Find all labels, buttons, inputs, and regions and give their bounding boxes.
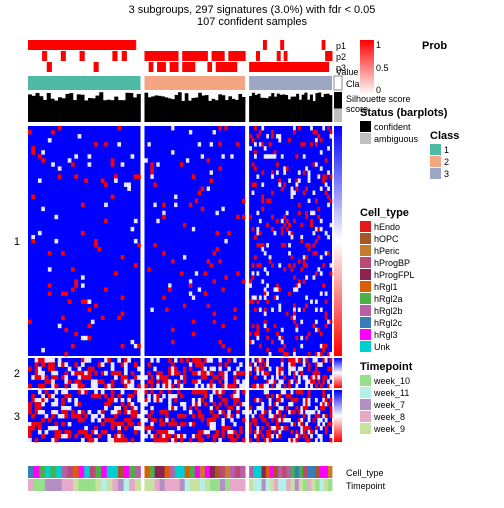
legend-item-timepoint: week_7 xyxy=(360,399,500,410)
legend-panel: Prob10.50Status (barplots)confidentambig… xyxy=(360,40,500,435)
svg-text:1: 1 xyxy=(14,236,20,248)
svg-text:p1: p1 xyxy=(336,41,346,51)
legend-item-timepoint: week_8 xyxy=(360,411,500,422)
prob-gradient xyxy=(360,40,374,95)
legend-item-celltype: hEndo xyxy=(360,221,500,232)
legend-item-celltype: hRgl2a xyxy=(360,293,500,304)
legend-title-celltype: Cell_type xyxy=(360,207,500,219)
svg-text:3: 3 xyxy=(14,411,20,423)
legend-item-celltype: hProgFPL xyxy=(360,269,500,280)
svg-text:2: 2 xyxy=(14,368,20,380)
legend-item-celltype: hProgBP xyxy=(360,257,500,268)
legend-title-status: Status (barplots) xyxy=(360,107,500,119)
legend-item-timepoint: week_11 xyxy=(360,387,500,398)
legend-item-celltype: hRgl2c xyxy=(360,317,500,328)
svg-text:Cell_type: Cell_type xyxy=(346,468,384,478)
svg-text:Timepoint: Timepoint xyxy=(346,481,386,491)
legend-item-timepoint: week_10 xyxy=(360,375,500,386)
legend-item-celltype: hRgl2b xyxy=(360,305,500,316)
legend-item-celltype: hOPC xyxy=(360,233,500,244)
legend-item-timepoint: week_9 xyxy=(360,423,500,434)
legend-item-celltype: hPeric xyxy=(360,245,500,256)
legend-title-timepoint: Timepoint xyxy=(360,361,500,373)
legend-item-celltype: hRgl1 xyxy=(360,281,500,292)
legend-item-celltype: hRgl3 xyxy=(360,329,500,340)
legend-item-celltype: Unk xyxy=(360,341,500,352)
legend-title-prob: Prob xyxy=(422,40,447,52)
svg-text:p2: p2 xyxy=(336,52,346,62)
